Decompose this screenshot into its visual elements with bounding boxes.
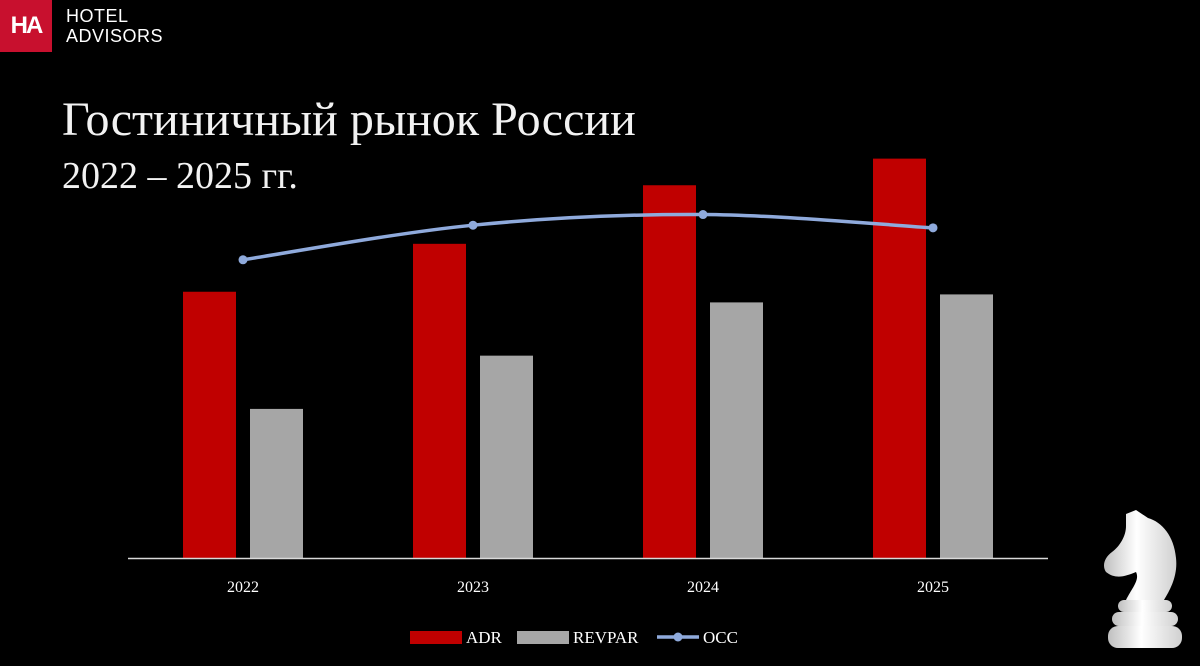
page-subtitle: 2022 – 2025 гг. [62, 155, 298, 197]
x-tick-label: 2025 [917, 579, 949, 596]
bar-adr-2024 [643, 185, 696, 558]
line-occ [241, 212, 935, 262]
brand-line-1: HOTEL [66, 6, 129, 26]
legend-swatch-revpar [517, 631, 569, 644]
point-occ-2023 [468, 220, 478, 230]
legend-label-revpar: REVPAR [573, 628, 639, 647]
chess-knight-icon [1104, 510, 1182, 648]
bar-adr-2022 [183, 291, 236, 558]
page-title: Гостиничный рынок России [62, 93, 636, 146]
x-tick-label: 2023 [457, 579, 489, 596]
bar-adr-2023 [413, 243, 466, 558]
legend-label-adr: ADR [466, 628, 503, 647]
bar-revpar-2024 [710, 302, 763, 558]
legend-label-occ: OCC [703, 628, 738, 647]
point-occ-2024 [698, 210, 708, 220]
bar-revpar-2023 [480, 355, 533, 558]
legend-marker-occ [673, 632, 683, 642]
point-occ-2022 [238, 255, 248, 265]
brand-name: HOTEL ADVISORS [66, 6, 163, 46]
logo-mark: HA [10, 12, 44, 39]
point-occ-2025 [928, 223, 938, 233]
logo: HA [0, 0, 52, 52]
bar-adr-2025 [873, 158, 926, 558]
bar-revpar-2025 [940, 294, 993, 558]
legend-swatch-adr [410, 631, 462, 644]
bar-revpar-2022 [250, 408, 303, 558]
x-tick-label: 2022 [227, 579, 259, 596]
brand-line-2: ADVISORS [66, 26, 164, 46]
x-tick-label: 2024 [687, 579, 719, 596]
